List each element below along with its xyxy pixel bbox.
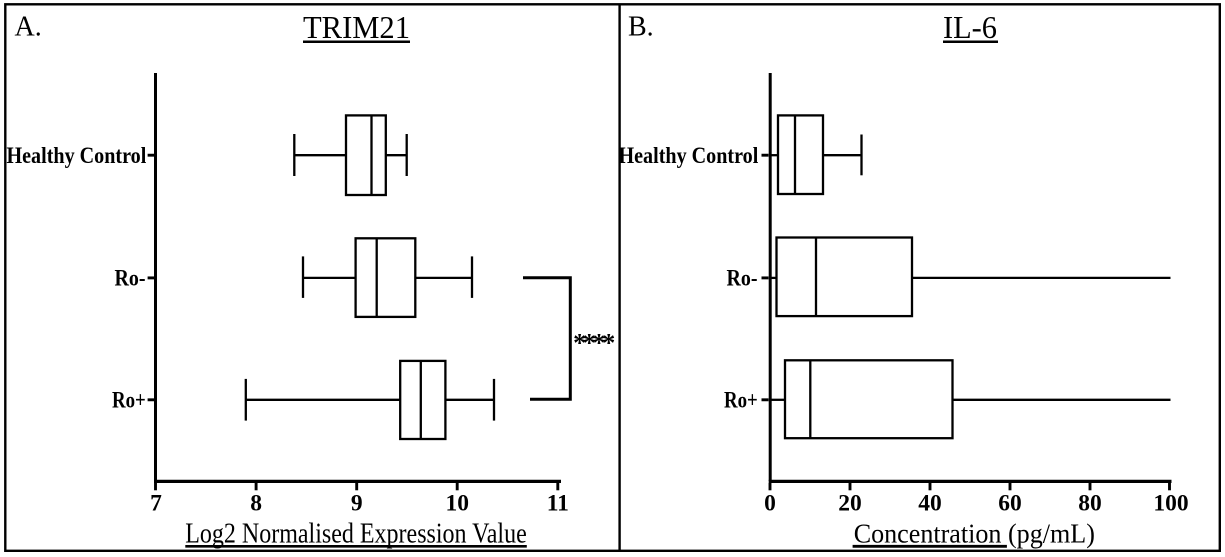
svg-text:Log2 Normalised Expression Val: Log2 Normalised Expression Value (185, 519, 527, 550)
svg-text:*: * (602, 328, 615, 357)
svg-text:Ro+: Ro+ (112, 388, 146, 414)
svg-text:100: 100 (1153, 491, 1188, 517)
svg-text:A.: A. (15, 12, 42, 43)
svg-text:*: * (573, 328, 586, 357)
svg-text:Ro-: Ro- (115, 266, 146, 292)
svg-text:60: 60 (998, 491, 1022, 517)
svg-text:10: 10 (445, 491, 469, 517)
svg-text:Concentration (pg/mL): Concentration (pg/mL) (854, 519, 1095, 549)
svg-text:Ro+: Ro+ (724, 388, 758, 414)
svg-text:Ro-: Ro- (727, 266, 758, 292)
svg-text:IL-6: IL-6 (943, 9, 997, 45)
svg-text:B.: B. (628, 12, 654, 43)
svg-text:*: * (593, 328, 606, 357)
svg-text:Healthy Control: Healthy Control (7, 143, 147, 169)
svg-text:TRIM21: TRIM21 (303, 9, 410, 45)
svg-text:80: 80 (1078, 491, 1102, 517)
svg-text:7: 7 (150, 491, 162, 517)
svg-text:0: 0 (764, 491, 776, 517)
svg-text:Healthy Control: Healthy Control (619, 143, 759, 169)
svg-text:40: 40 (918, 491, 942, 517)
svg-text:20: 20 (838, 491, 862, 517)
svg-text:9: 9 (351, 491, 363, 517)
svg-text:8: 8 (250, 491, 262, 517)
svg-text:*: * (583, 328, 596, 357)
svg-text:11: 11 (547, 491, 569, 517)
